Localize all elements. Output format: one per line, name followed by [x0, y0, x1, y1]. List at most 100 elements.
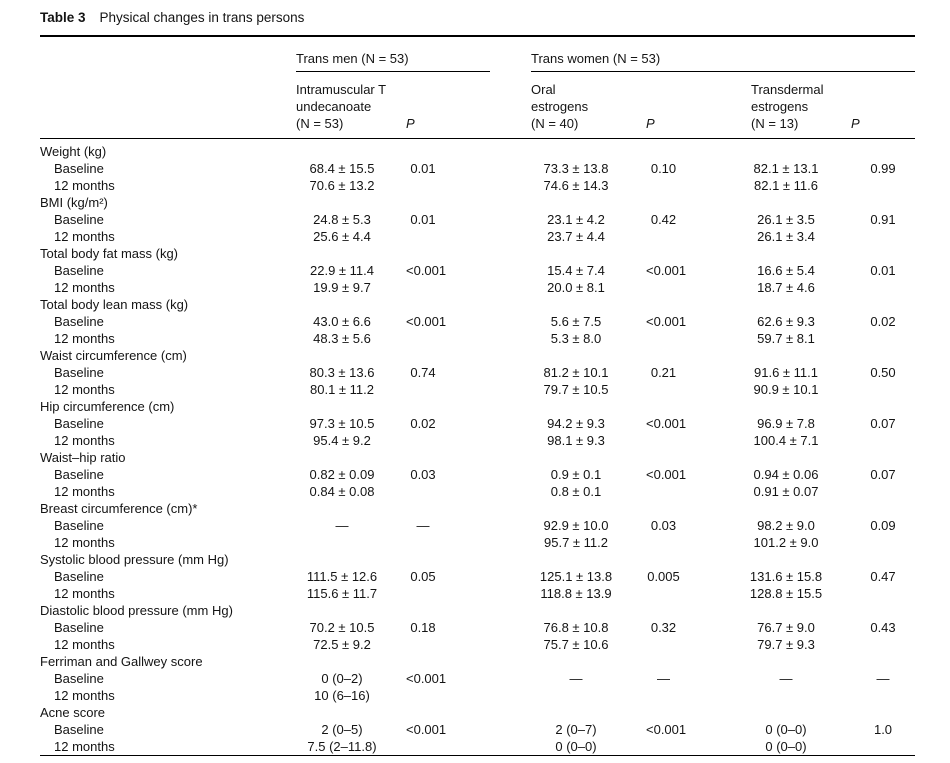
value-cell: 98.1 ± 9.3 — [547, 433, 605, 448]
value-cell: 26.1 ± 3.5 — [757, 212, 815, 227]
p-value-cell — [646, 330, 721, 347]
p-value-cell: 0.09 — [870, 518, 896, 533]
value-cell: 94.2 ± 9.3 — [547, 416, 605, 431]
table-row: Baseline 0.82 ± 0.09 0.03 0.9 ± 0.1 <0.001 0.… — [40, 466, 915, 483]
row-label: Baseline — [54, 263, 104, 278]
column-gap-cell — [490, 330, 531, 347]
section-label: Total body lean mass (kg) — [40, 297, 189, 312]
table-row: Baseline 70.2 ± 10.5 0.18 76.8 ± 10.8 0.32 76… — [40, 619, 915, 636]
group-header-trans-men: Trans men (N = 53) — [296, 36, 490, 72]
table-row: Baseline 24.8 ± 5.3 0.01 23.1 ± 4.2 0.42 26.1… — [40, 211, 915, 228]
p-value-cell — [646, 687, 721, 704]
p-value-cell — [646, 279, 721, 296]
row-label: Baseline — [54, 671, 104, 686]
table-label: Table 3 — [40, 10, 86, 25]
row-label: 12 months — [54, 382, 115, 397]
col-header-p-2: P — [646, 71, 721, 139]
section-label: Weight (kg) — [40, 144, 107, 159]
row-label: 12 months — [54, 229, 115, 244]
value-cell: 2 (0–7) — [555, 722, 597, 737]
p-value-cell: <0.001 — [406, 671, 447, 686]
value-cell: 10 (6–16) — [314, 688, 370, 703]
p-value-cell: <0.001 — [646, 314, 687, 329]
section-label: Diastolic blood pressure (mm Hg) — [40, 603, 233, 618]
p-value-cell — [851, 687, 915, 704]
table-row: Baseline 80.3 ± 13.6 0.74 81.2 ± 10.1 0.21 91… — [40, 364, 915, 381]
section-header-row: BMI (kg/m²) — [40, 194, 915, 211]
column-gap-cell — [490, 160, 531, 177]
column-gap-cell — [490, 585, 531, 602]
value-cell: 5.3 ± 8.0 — [550, 331, 602, 346]
column-gap-cell — [490, 670, 531, 687]
group-gap-cell — [490, 36, 531, 72]
p-value-cell — [851, 585, 915, 602]
table-row: 12 months 95.4 ± 9.2 98.1 ± 9.3 100.4 ± 7.1 — [40, 432, 915, 449]
value-cell: 25.6 ± 4.4 — [313, 229, 371, 244]
value-cell: 0.91 ± 0.07 — [753, 484, 819, 499]
group-header-row: Trans men (N = 53) Trans women (N = 53) — [40, 36, 916, 72]
corner-cell — [40, 36, 296, 72]
p-value-cell: <0.001 — [406, 722, 447, 737]
table-title: Physical changes in trans persons — [99, 10, 305, 25]
p-value-cell — [406, 279, 490, 296]
value-cell: 20.0 ± 8.1 — [547, 280, 605, 295]
value-cell: 0 (0–2) — [321, 671, 363, 686]
row-label: Baseline — [54, 620, 104, 635]
table-row: Baseline 2 (0–5) <0.001 2 (0–7) <0.001 0 (0–0… — [40, 721, 915, 738]
value-cell: 7.5 (2–11.8) — [307, 739, 377, 754]
value-cell: 19.9 ± 9.7 — [313, 280, 371, 295]
section-label: Systolic blood pressure (mm Hg) — [40, 552, 229, 567]
column-gap-cell — [490, 517, 531, 534]
value-cell: 115.6 ± 11.7 — [306, 586, 378, 601]
p-value-cell: 0.42 — [650, 212, 677, 227]
column-gap-cell — [490, 721, 531, 738]
section-header-row: Breast circumference (cm)* — [40, 500, 915, 517]
table-row: Baseline 68.4 ± 15.5 0.01 73.3 ± 13.8 0.10 82… — [40, 160, 915, 177]
value-cell — [721, 687, 851, 704]
section-header-row: Waist circumference (cm) — [40, 347, 915, 364]
col-header-transdermal-estrogens: Transdermal estrogens (N = 13) — [721, 71, 851, 139]
table-row: Baseline 97.3 ± 10.5 0.02 94.2 ± 9.3 <0.001 9… — [40, 415, 915, 432]
value-cell: 22.9 ± 11.4 — [310, 263, 374, 278]
row-label: Baseline — [54, 416, 104, 431]
p-value-cell — [406, 381, 490, 398]
column-gap-cell — [490, 381, 531, 398]
p-value-cell: 0.03 — [650, 518, 677, 533]
row-label: 12 months — [54, 178, 115, 193]
column-gap-cell — [490, 466, 531, 483]
section-header-row: Diastolic blood pressure (mm Hg) — [40, 602, 915, 619]
p-value-cell — [851, 636, 915, 653]
column-gap-cell — [490, 313, 531, 330]
value-cell: 90.9 ± 10.1 — [753, 382, 819, 397]
value-cell: 2 (0–5) — [321, 722, 363, 737]
p-value-cell: 0.05 — [410, 569, 436, 584]
column-gap-cell — [490, 279, 531, 296]
value-cell: 0 (0–0) — [765, 722, 807, 737]
table-row: 12 months 25.6 ± 4.4 23.7 ± 4.4 26.1 ± 3.4 — [40, 228, 915, 245]
row-label: 12 months — [54, 586, 115, 601]
p-value-cell — [851, 330, 915, 347]
p-value-cell — [646, 432, 721, 449]
row-label: Baseline — [54, 569, 104, 584]
column-gap-cell — [490, 364, 531, 381]
column-gap-cell — [490, 687, 531, 704]
p-value-cell: — — [416, 518, 430, 533]
value-cell: 70.6 ± 13.2 — [309, 178, 375, 193]
p-value-cell: 0.50 — [870, 365, 896, 380]
section-label: Waist circumference (cm) — [40, 348, 187, 363]
p-value-cell — [406, 483, 490, 500]
column-gap-cell — [490, 228, 531, 245]
p-value-cell — [406, 330, 490, 347]
p-value-cell — [646, 534, 721, 551]
section-label: Hip circumference (cm) — [40, 399, 175, 414]
table-row: 12 months 95.7 ± 11.2 101.2 ± 9.0 — [40, 534, 915, 551]
table-row: 12 months 0.84 ± 0.08 0.8 ± 0.1 0.91 ± 0.07 — [40, 483, 915, 500]
table-row: Baseline 111.5 ± 12.6 0.05 125.1 ± 13.8 0.00… — [40, 568, 915, 585]
table-row: 12 months 48.3 ± 5.6 5.3 ± 8.0 59.7 ± 8.1 — [40, 330, 915, 347]
column-gap-cell — [490, 738, 531, 756]
value-cell: 80.1 ± 11.2 — [310, 382, 374, 397]
column-header-row: Intramuscular T undecanoate (N = 53) P O… — [40, 71, 916, 139]
table-row: Baseline 22.9 ± 11.4 <0.001 15.4 ± 7.4 <0.00… — [40, 262, 915, 279]
p-value-cell: 0.43 — [870, 620, 896, 635]
value-cell: 95.4 ± 9.2 — [313, 433, 371, 448]
